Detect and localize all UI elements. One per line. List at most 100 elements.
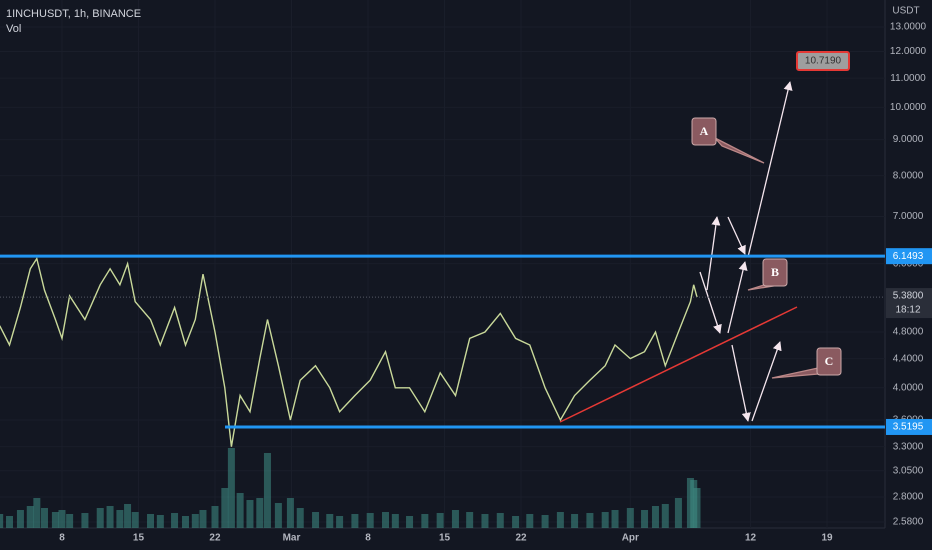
volume-bar [96,508,104,528]
level-badge [886,418,932,435]
volume-bar [246,500,254,528]
chart-title: 1INCHUSDT, 1h, BINANCE [6,8,141,20]
arrow [751,341,782,422]
volume-bar [116,510,124,528]
price-axis [885,0,932,550]
volume-bar [26,506,34,528]
volume-bar [124,504,132,528]
arrow [747,81,793,258]
x-tick-label: 15 [439,533,451,544]
x-tick-label: 8 [59,533,65,544]
y-tick-label: 4.8000 [893,327,924,338]
volume-bar [211,506,219,528]
arrow [706,216,721,291]
trend-line [559,306,798,423]
y-tick-label: 4.4000 [893,353,924,364]
y-tick-label: 8.0000 [893,170,924,181]
volume-bar [51,512,59,528]
arrow [727,216,746,255]
volume-bar [286,498,294,528]
level-badge [886,248,932,265]
volume-bar [382,512,390,528]
volume-bar [556,512,564,528]
volume-bar [221,488,229,528]
x-tick-label: 22 [209,533,221,544]
volume-bar [40,508,48,528]
note: A [700,124,709,138]
price-badge [886,288,932,319]
volume-bar [33,498,41,528]
volume-bar [661,504,669,528]
y-tick-label: 4.0000 [893,382,924,393]
volume-bar [66,514,74,528]
volume-bar [626,508,634,528]
volume-bar [651,506,659,528]
x-tick-label: Mar [283,533,301,544]
volume-bar [274,503,282,528]
note-box [691,117,717,146]
volume-bar [81,513,89,528]
volume-bar [366,513,374,528]
x-tick-label: 19 [822,533,834,544]
volume-bar [256,498,264,528]
x-tick-label: Apr [622,533,639,544]
target-label: 10.7190 [805,56,842,67]
volume-bar [421,514,429,528]
note-box [816,347,842,376]
volume-bar [406,516,414,528]
volume-bar [131,512,139,528]
y-tick-label: 3.0500 [893,465,924,476]
callout [714,137,765,164]
x-tick-label: 8 [365,533,371,544]
level-label: 6.1493 [893,251,924,262]
volume-bar [236,493,244,528]
volume [0,448,701,528]
volume-bar [171,513,179,528]
volume-bar [263,453,271,528]
arrow [731,344,751,422]
plot [0,256,698,447]
x-tick-label: 15 [133,533,145,544]
volume-bar [191,514,199,528]
arrow [727,261,748,334]
volume-bar [227,448,235,528]
volume-bar [336,516,344,528]
volume-bar [181,516,189,528]
target-box [796,51,850,71]
subtitle: Vol [6,23,21,35]
volume-bar [674,498,682,528]
volume-bar [296,508,304,528]
y-tick-label: 7.0000 [893,211,924,222]
x-tick-label: 22 [515,533,527,544]
drawings [559,81,819,423]
grid [0,0,885,528]
volume-bar [571,514,579,528]
y-tick-label: 10.0000 [890,102,927,113]
volume-bar [147,514,155,528]
countdown: 18:12 [895,305,920,316]
volume-bar [58,510,66,528]
volume-bar [6,516,14,528]
volume-bar [106,506,114,528]
volume-bar [466,512,474,528]
volume-bar [586,513,594,528]
note: B [771,265,779,279]
y-tick-label: 11.0000 [890,73,926,84]
volume-bar [641,510,649,528]
volume-bar [611,510,619,528]
volume-bar [451,510,459,528]
volume-bar [312,512,320,528]
volume-bar [512,516,520,528]
volume-bar [436,513,444,528]
volume-bar [481,514,489,528]
volume-bar [199,510,207,528]
note: C [825,354,834,368]
x-tick-label: 12 [745,533,757,544]
y-tick-label: 2.5800 [893,517,924,528]
volume-bar [693,488,701,528]
volume-bar [541,515,549,528]
price-line [0,256,698,447]
volume-bar [0,514,4,528]
